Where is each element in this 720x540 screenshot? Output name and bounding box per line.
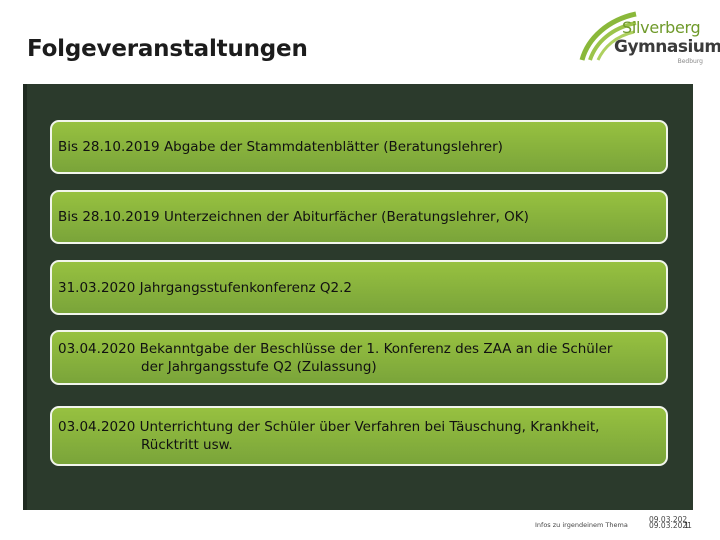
timeline-item-line: Bis 28.10.2019 Abgabe der Stammdatenblät… xyxy=(58,138,666,156)
timeline-item-line: 31.03.2020 Jahrgangsstufenkonferenz Q2.2 xyxy=(58,279,666,297)
footer-date: 09.03.202 09.03.2021 xyxy=(649,515,692,530)
timeline-item-text: Unterzeichnen der Abiturfächer (Beratung… xyxy=(163,209,529,225)
timeline-item: Bis 28.10.2019 Unterzeichnen der Abiturf… xyxy=(50,190,668,244)
page-number: 1 xyxy=(684,521,690,530)
timeline-item-line: Bis 28.10.2019 Unterzeichnen der Abiturf… xyxy=(58,208,666,226)
timeline-item-text: Unterrichtung der Schüler über Verfahren… xyxy=(139,419,600,435)
school-logo: Silverberg Gymnasium Bedburg xyxy=(578,10,720,68)
logo-text-silverberg: Silverberg xyxy=(622,18,701,37)
timeline-item-text: Jahrgangsstufenkonferenz Q2.2 xyxy=(139,279,353,296)
logo-swoosh-icon xyxy=(579,11,637,61)
timeline-item: 31.03.2020 Jahrgangsstufenkonferenz Q2.2 xyxy=(50,260,668,315)
content-panel: Bis 28.10.2019 Abgabe der Stammdatenblät… xyxy=(23,84,693,510)
slide-title: Folgeveranstaltungen xyxy=(27,36,308,62)
logo-text-location: Bedburg xyxy=(677,58,703,65)
timeline-item: 03.04.2020 Bekanntgabe der Beschlüsse de… xyxy=(50,330,668,385)
footer-topic: Infos zu irgendeinem Thema xyxy=(535,521,628,529)
timeline-item-line: 03.04.2020 Bekanntgabe der Beschlüsse de… xyxy=(58,340,666,358)
timeline-item-text: Abgabe der Stammdatenblätter (Beratungsl… xyxy=(163,139,503,155)
timeline-item: Bis 28.10.2019 Abgabe der Stammdatenblät… xyxy=(50,120,668,174)
timeline-item-line: 03.04.2020 Unterrichtung der Schüler übe… xyxy=(58,418,666,436)
timeline-item-text: Bekanntgabe der Beschlüsse der 1. Konfer… xyxy=(139,340,613,357)
timeline-item-continuation: der Jahrgangsstufe Q2 (Zulassung) xyxy=(141,358,377,375)
timeline-item-continuation: Rücktritt usw. xyxy=(141,437,233,453)
timeline-item-date: 31.03.2020 xyxy=(58,279,136,296)
timeline-item: 03.04.2020 Unterrichtung der Schüler übe… xyxy=(50,406,668,466)
footer-date-line2: 09.03.2021 xyxy=(649,521,692,530)
panel-accent-bar xyxy=(23,84,27,510)
timeline-item-date: Bis 28.10.2019 xyxy=(58,139,160,155)
timeline-item-date: 03.04.2020 xyxy=(58,340,136,357)
timeline-item-date: Bis 28.10.2019 xyxy=(58,209,160,225)
timeline-item-date: 03.04.2020 xyxy=(58,419,136,435)
logo-text-gymnasium: Gymnasium xyxy=(614,37,720,57)
footer-date-line1: 09.03.202 xyxy=(649,515,688,524)
